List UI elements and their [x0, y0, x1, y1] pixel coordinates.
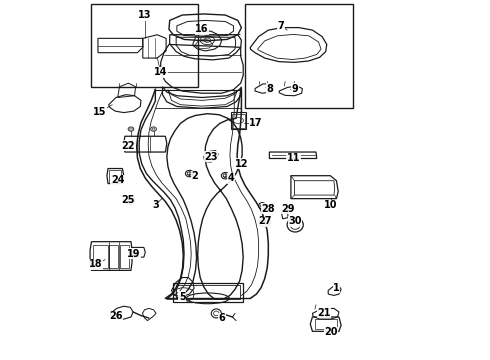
- Bar: [91, 4, 198, 87]
- Bar: [245, 4, 353, 108]
- Text: 26: 26: [109, 311, 122, 321]
- Text: 23: 23: [204, 152, 218, 162]
- Text: 21: 21: [317, 308, 331, 318]
- Text: 6: 6: [219, 313, 225, 323]
- Text: 19: 19: [127, 248, 141, 258]
- Bar: [232, 114, 245, 128]
- Bar: [231, 112, 245, 129]
- Text: 12: 12: [235, 159, 248, 169]
- Text: 3: 3: [152, 200, 159, 210]
- Bar: [315, 319, 337, 329]
- Text: 14: 14: [154, 67, 168, 77]
- Text: 30: 30: [289, 216, 302, 226]
- Text: 22: 22: [122, 141, 135, 151]
- Text: 15: 15: [93, 107, 106, 117]
- Text: 13: 13: [138, 10, 151, 20]
- Text: 16: 16: [195, 24, 209, 35]
- Text: 10: 10: [324, 200, 338, 210]
- Text: 9: 9: [292, 84, 298, 94]
- Text: 4: 4: [227, 173, 234, 183]
- Bar: [173, 283, 243, 302]
- Text: 27: 27: [258, 216, 271, 226]
- Text: 5: 5: [179, 292, 186, 302]
- Bar: [93, 244, 108, 268]
- Text: 7: 7: [277, 21, 284, 31]
- Text: 25: 25: [122, 195, 135, 205]
- Text: 29: 29: [281, 204, 295, 214]
- Bar: [109, 170, 121, 182]
- Text: 1: 1: [333, 283, 340, 293]
- Text: 24: 24: [111, 175, 124, 185]
- Bar: [120, 244, 129, 268]
- Text: 11: 11: [287, 153, 300, 163]
- Text: 2: 2: [192, 171, 198, 181]
- Text: 20: 20: [324, 327, 338, 337]
- Text: 28: 28: [262, 204, 275, 214]
- Text: 17: 17: [249, 118, 263, 128]
- Text: 8: 8: [267, 84, 273, 94]
- Bar: [176, 285, 240, 299]
- Bar: [109, 244, 119, 268]
- Text: 18: 18: [89, 259, 103, 269]
